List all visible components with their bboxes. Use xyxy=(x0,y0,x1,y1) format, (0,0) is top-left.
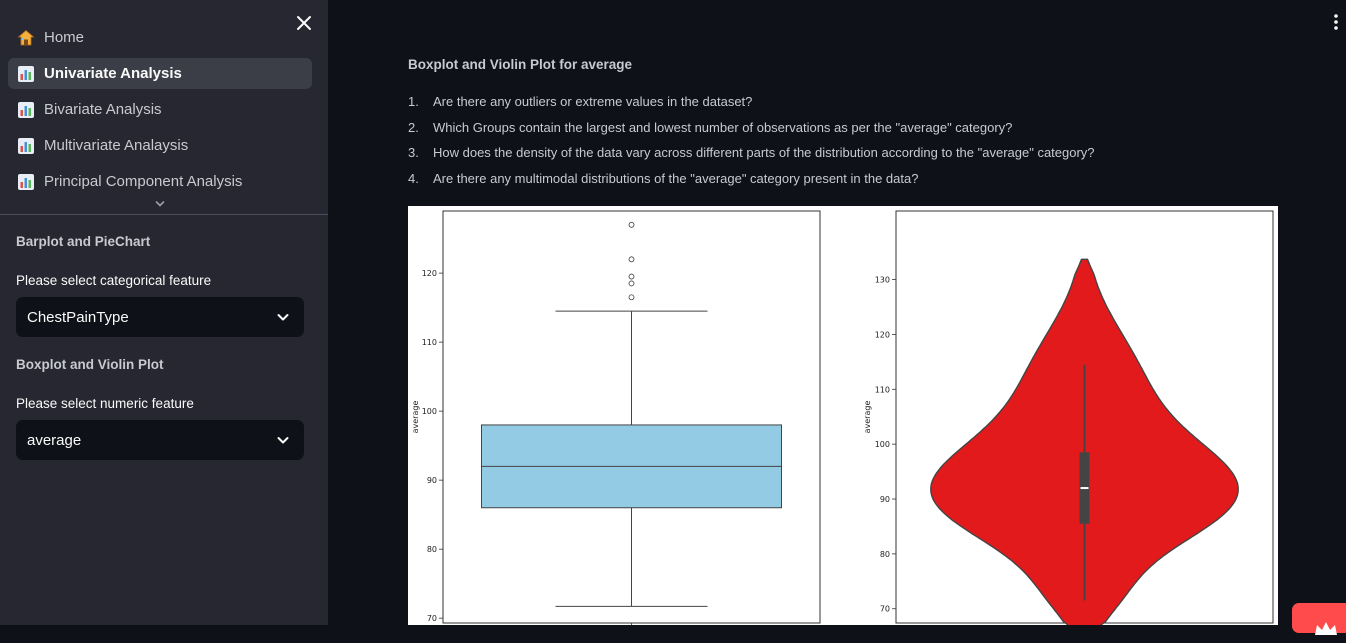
y-tick-label: 70 xyxy=(880,605,890,614)
y-tick-label: 120 xyxy=(422,269,437,278)
numeric-feature-label: Please select numeric feature xyxy=(16,396,194,411)
categorical-feature-select[interactable]: ChestPainType xyxy=(16,297,304,337)
page-title: Boxplot and Violin Plot for average xyxy=(408,57,633,72)
sidebar-divider xyxy=(0,214,328,215)
categorical-feature-value: ChestPainType xyxy=(27,308,129,326)
nav-item-label: Univariate Analysis xyxy=(44,65,182,82)
nav-item-univariate-analysis[interactable]: Univariate Analysis xyxy=(8,58,312,89)
chart-figure: 70 80 90 100 110 120 average 70 80 90 100 110 120 130… xyxy=(408,206,1278,625)
question-text: How does the density of the data vary ac… xyxy=(433,145,1095,160)
bar-chart-icon xyxy=(16,100,36,120)
deploy-badge[interactable] xyxy=(1292,603,1346,635)
main-menu-button[interactable] xyxy=(1330,12,1342,32)
expand-nav-button[interactable] xyxy=(152,196,168,212)
list-item: 1. Are there any outliers or extreme valu… xyxy=(408,94,1095,120)
nav-item-home[interactable]: Home xyxy=(8,22,312,53)
nav-item-label: Principal Component Analysis xyxy=(44,173,243,190)
nav-item-label: Home xyxy=(44,29,85,46)
list-item: 3. How does the density of the data vary … xyxy=(408,145,1095,171)
y-tick-label: 100 xyxy=(422,407,437,416)
barplot-heading: Barplot and PieChart xyxy=(16,234,151,249)
numeric-feature-value: average xyxy=(27,431,82,449)
bar-chart-icon xyxy=(16,136,36,156)
close-sidebar-button[interactable] xyxy=(293,12,315,34)
close-icon xyxy=(297,16,311,30)
outlier-point xyxy=(628,280,635,287)
list-item: 4. Are there any multimodal distributions… xyxy=(408,171,1095,197)
list-item: 2. Which Groups contain the largest and l… xyxy=(408,120,1095,146)
y-tick-label: 70 xyxy=(427,614,437,623)
question-list: 1. Are there any outliers or extreme valu… xyxy=(408,94,1095,196)
y-tick-label: 80 xyxy=(880,550,890,559)
y-axis-label: average xyxy=(411,401,420,434)
nav-item-bivariate-analysis[interactable]: Bivariate Analysis xyxy=(8,94,312,125)
categorical-feature-label: Please select categorical feature xyxy=(16,273,212,288)
outlier-point xyxy=(628,294,635,301)
bar-chart-icon xyxy=(16,172,36,192)
y-tick-label: 110 xyxy=(422,338,437,347)
kebab-menu-icon xyxy=(1334,14,1338,30)
chevron-down-icon xyxy=(277,314,289,321)
nav-item-label: Bivariate Analysis xyxy=(44,101,162,118)
outlier-point xyxy=(628,256,635,263)
question-text: Which Groups contain the largest and low… xyxy=(433,119,1013,135)
boxplot-violin-chart: 70 80 90 100 110 120 average 70 80 90 100 110 120 130… xyxy=(411,210,1274,625)
y-tick-label: 110 xyxy=(875,385,890,394)
y-tick-label: 130 xyxy=(875,276,890,285)
sidebar: Home Univariate Analysis Bivariate Analy… xyxy=(0,0,328,625)
nav-item-principal-component-analysis[interactable]: Principal Component Analysis xyxy=(8,166,312,197)
outlier-point xyxy=(628,273,635,280)
y-tick-label: 80 xyxy=(427,545,437,554)
numeric-feature-select[interactable]: average xyxy=(16,420,304,460)
nav-item-multivariate-analysis[interactable]: Multivariate Analaysis xyxy=(8,130,312,161)
y-tick-label: 90 xyxy=(880,495,890,504)
crown-icon xyxy=(1315,622,1337,635)
boxplot-heading: Boxplot and Violin Plot xyxy=(16,357,164,372)
outlier-point xyxy=(628,221,635,228)
chevron-down-icon xyxy=(155,201,165,207)
y-tick-label: 100 xyxy=(875,440,890,449)
y-axis-label: average xyxy=(863,401,872,434)
chevron-down-icon xyxy=(277,437,289,444)
question-text: Are there any outliers or extreme values… xyxy=(433,94,753,109)
nav-item-label: Multivariate Analaysis xyxy=(44,137,189,154)
y-tick-label: 120 xyxy=(875,330,890,339)
house-icon xyxy=(16,28,36,48)
question-text: Are there any multimodal distributions o… xyxy=(433,170,919,186)
bar-chart-icon xyxy=(16,64,36,84)
y-tick-label: 90 xyxy=(427,476,437,485)
